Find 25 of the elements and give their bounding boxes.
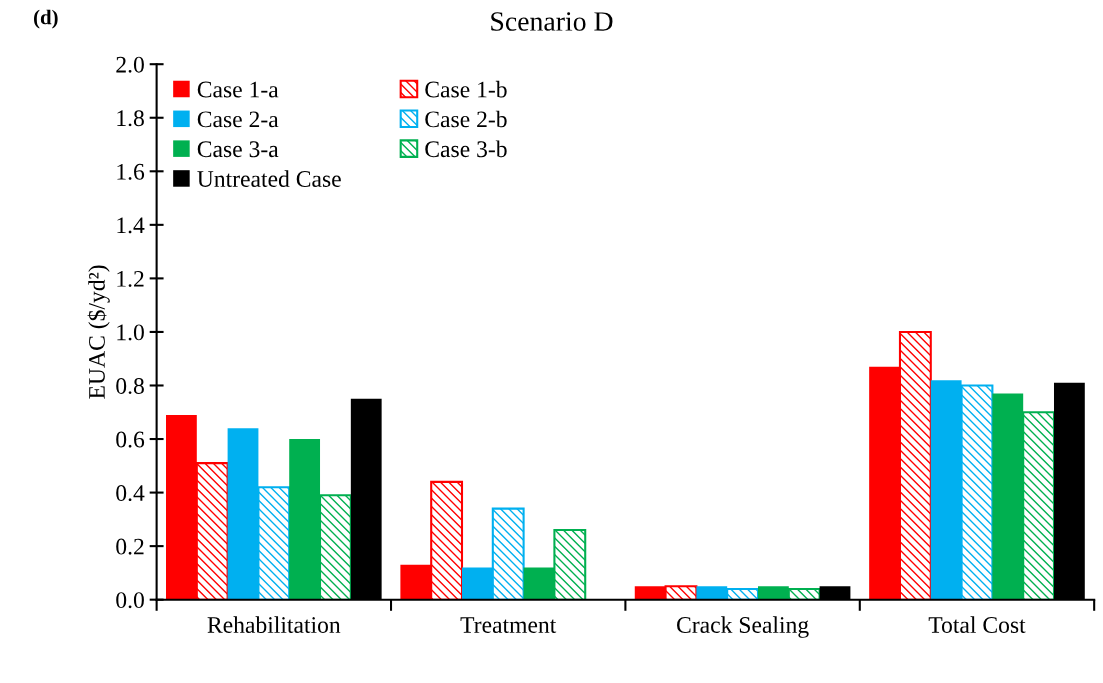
y-tick-label: 0.0 xyxy=(116,592,144,609)
x-tick-label: Rehabilitation xyxy=(207,616,341,633)
y-tick-label: 0.4 xyxy=(116,485,145,502)
y-tick-label: 1.4 xyxy=(117,217,145,234)
legend-label: Case 1-b xyxy=(425,80,507,98)
legend-label: Case 3-a xyxy=(197,141,279,158)
legend-label: Case 1-a xyxy=(197,81,279,98)
y-tick-label: 0.8 xyxy=(116,377,144,395)
legend-label: Untreated Case xyxy=(197,170,341,187)
legend-label: Case 3-b xyxy=(425,140,507,158)
y-axis-title: EUAC ($/yd²) xyxy=(87,265,110,399)
x-tick-label: Treatment xyxy=(460,617,557,633)
x-tick-label: Total Cost xyxy=(928,616,1026,633)
y-tick-label: 1.0 xyxy=(117,324,144,341)
y-tick-label: 0.2 xyxy=(116,538,144,555)
chart-title: Scenario D xyxy=(491,12,613,31)
y-tick-label: 1.8 xyxy=(117,110,144,127)
legend-label: Case 2-a xyxy=(197,111,279,128)
x-tick-label: Crack Sealing xyxy=(677,616,809,638)
y-tick-label: 1.2 xyxy=(117,270,144,287)
y-tick-label: 2.0 xyxy=(116,56,144,73)
y-tick-label: 0.6 xyxy=(116,431,145,448)
text: (d) xyxy=(34,9,58,29)
legend-label: Case 2-b xyxy=(425,110,507,128)
y-tick-label: 1.6 xyxy=(117,163,145,180)
